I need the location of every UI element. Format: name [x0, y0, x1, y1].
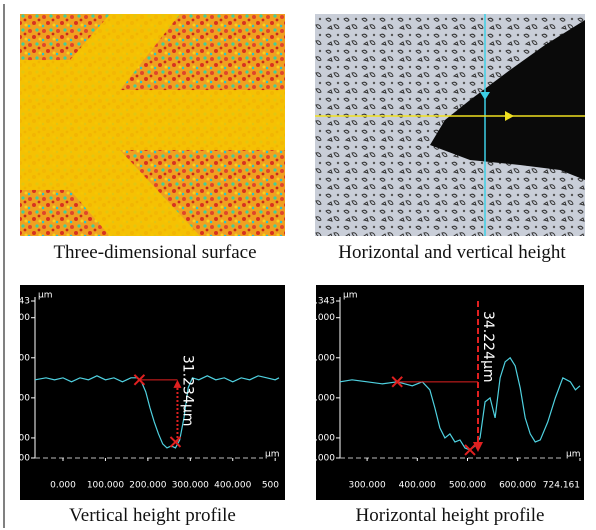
caption: Vertical height profile [69, 505, 236, 526]
y-tick-label: 10.000 [304, 433, 336, 443]
y-tick-label: 78.343 [0, 297, 30, 307]
caption: Horizontal and vertical height [338, 242, 566, 263]
y-unit: µm [38, 291, 53, 301]
annotation-label: 31.234µm [179, 355, 195, 427]
y-tick-label: 0.000 [4, 453, 30, 463]
surface-image [20, 14, 285, 236]
x-tick-label: 500 [262, 481, 279, 491]
caption: Horizontal height profile [356, 505, 545, 526]
x-unit: µm [566, 449, 581, 459]
x-tick-label: 400.000 [214, 481, 251, 491]
x-tick-label: 500.000 [449, 481, 486, 491]
y-tick-label: 50.000 [0, 353, 30, 363]
y-tick-label: 70.000 [0, 313, 30, 323]
y-tick-label: 30.000 [0, 393, 30, 403]
marker [169, 436, 182, 448]
profile-line [34, 375, 280, 449]
x-tick-label: 200.000 [129, 481, 166, 491]
chart-background [316, 285, 584, 500]
y-tick-label: 70.000 [304, 313, 336, 323]
marker [391, 376, 403, 388]
caption: Three-dimensional surface [53, 242, 256, 263]
x-unit: µm [265, 449, 280, 459]
marker [133, 374, 146, 386]
profile-chart: 0.000 10.000 30.000 50.000 70.000 78.343 µm µm 3… [304, 285, 584, 526]
profile-chart: 0.000 10.000 30.000 50.000 70.000 78.343 µm µm 0… [0, 285, 285, 526]
y-tick-label: 10.000 [0, 433, 30, 443]
marker [464, 444, 476, 456]
x-tick-label: 300.000 [172, 481, 209, 491]
x-tick-label: 724.161 [543, 481, 580, 491]
arrow-head [173, 379, 182, 388]
x-tick-label: 600.000 [499, 481, 536, 491]
y-tick-label: 0.000 [309, 453, 335, 463]
x-tick-label: 0.000 [50, 481, 76, 491]
annotation-label: 34.224µm [480, 311, 496, 383]
x-tick-label: 100.000 [87, 481, 124, 491]
y-tick-label: 50.000 [304, 353, 336, 363]
x-tick-label: 300.000 [348, 481, 385, 491]
y-tick-label: 30.000 [304, 393, 336, 403]
chart-background [20, 285, 285, 500]
y-tick-label: 78.343 [304, 297, 336, 307]
profile-line [339, 356, 581, 451]
arrow-head [472, 441, 483, 452]
y-unit: µm [343, 291, 358, 301]
microscope-image [315, 14, 585, 236]
x-tick-label: 400.000 [399, 481, 436, 491]
